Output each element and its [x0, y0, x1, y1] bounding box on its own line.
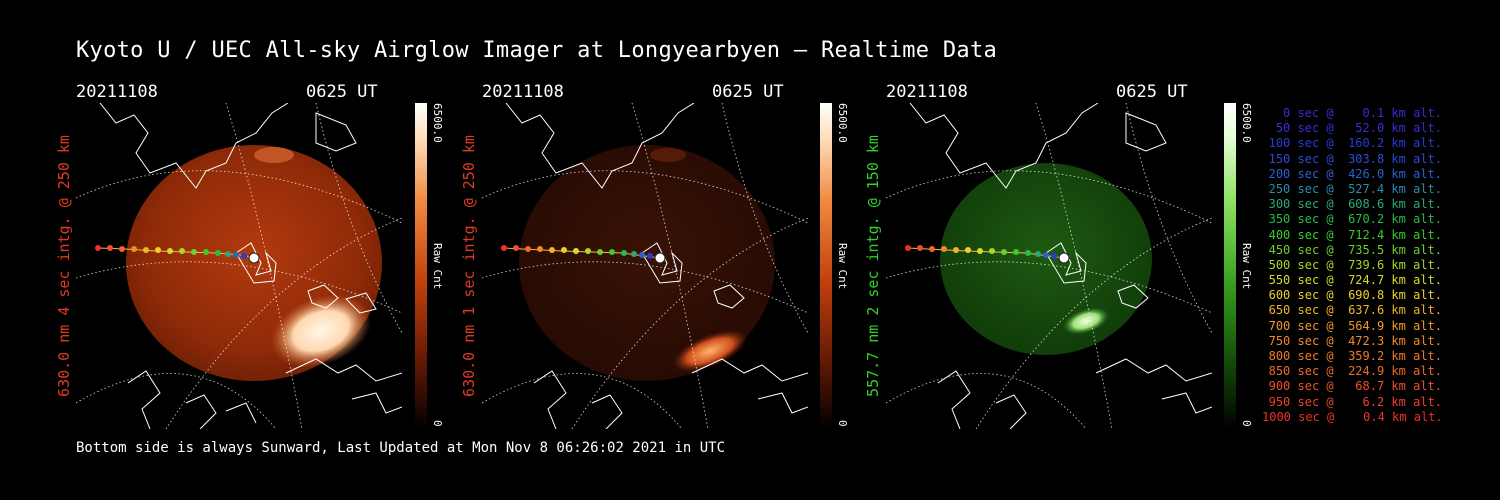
- panel-1-colorbar-max: 6500.0: [431, 103, 444, 143]
- legend-row: 600 sec @ 690.8 km alt.: [1268, 288, 1442, 303]
- panel-2-colorbar-unit: Raw Cnt: [836, 243, 849, 290]
- page-title: Kyoto U / UEC All-sky Airglow Imager at …: [76, 38, 998, 63]
- legend-row: 200 sec @ 426.0 km alt.: [1268, 166, 1442, 181]
- panel-2-colorbar-max: 6500.0: [836, 103, 849, 143]
- legend-row: 250 sec @ 527.4 km alt.: [1268, 181, 1442, 196]
- coastline: [505, 103, 808, 429]
- legend-row: 750 sec @ 472.3 km alt.: [1268, 333, 1442, 348]
- legend-row: 350 sec @ 670.2 km alt.: [1268, 212, 1442, 227]
- legend-row: 1000 sec @ 0.4 km alt.: [1262, 409, 1443, 424]
- grid-lines: [76, 103, 402, 429]
- legend-row: 550 sec @ 724.7 km alt.: [1268, 273, 1442, 288]
- legend-row: 0 sec @ 0.1 km alt.: [1283, 106, 1442, 120]
- panel-3-colorbar-unit: Raw Cnt: [1240, 243, 1253, 290]
- panel-3-ylabel: 557.7 nm 2 sec intg. @ 150 km: [864, 135, 882, 397]
- coastline: [99, 103, 402, 429]
- panel-1-colorbar-min: 0: [431, 420, 444, 427]
- panel-2-ylabel: 630.0 nm 1 sec intg. @ 250 km: [460, 135, 478, 397]
- trajectory-dots: [95, 245, 260, 264]
- panel-3-colorbar: [1224, 103, 1236, 429]
- panel-3-colorbar-min: 0: [1240, 420, 1253, 427]
- panel-1-colorbar-unit: Raw Cnt: [431, 243, 444, 290]
- legend-row: 900 sec @ 68.7 km alt.: [1268, 379, 1442, 394]
- legend-row: 500 sec @ 739.6 km alt.: [1268, 257, 1442, 272]
- grid-lines: [482, 103, 808, 429]
- trajectory-legend: 0 sec @ 0.1 km alt. 50 sec @ 52.0 km alt.…: [1262, 106, 1443, 425]
- panel-3-colorbar-max: 6500.0: [1240, 103, 1253, 143]
- legend-row: 150 sec @ 303.8 km alt.: [1268, 151, 1442, 166]
- legend-row: 650 sec @ 637.6 km alt.: [1268, 303, 1442, 318]
- panel-1-ylabel: 630.0 nm 4 sec intg. @ 250 km: [55, 135, 73, 397]
- panel-1-allsky-image: [76, 103, 402, 429]
- legend-row: 850 sec @ 224.9 km alt.: [1268, 364, 1442, 379]
- panel-3-allsky-image: [886, 103, 1212, 429]
- panel-2-time: 0625 UT: [712, 82, 784, 102]
- grid-lines: [886, 103, 1212, 429]
- legend-row: 400 sec @ 712.4 km alt.: [1268, 227, 1442, 242]
- panel-1-colorbar: [415, 103, 427, 429]
- legend-row: 100 sec @ 160.2 km alt.: [1268, 136, 1442, 151]
- legend-row: 50 sec @ 52.0 km alt.: [1275, 121, 1442, 136]
- legend-row: 700 sec @ 564.9 km alt.: [1268, 318, 1442, 333]
- panel-3-time: 0625 UT: [1116, 82, 1188, 102]
- panel-2-colorbar-min: 0: [836, 420, 849, 427]
- panel-2-allsky-image: [482, 103, 808, 429]
- legend-row: 800 sec @ 359.2 km alt.: [1268, 349, 1442, 363]
- panel-1-time: 0625 UT: [306, 82, 378, 102]
- legend-row: 300 sec @ 608.6 km alt.: [1268, 197, 1442, 212]
- panel-1-date: 20211108: [76, 82, 158, 102]
- panel-2-colorbar: [820, 103, 832, 429]
- footer-status: Bottom side is always Sunward, Last Upda…: [76, 440, 726, 456]
- legend-row: 450 sec @ 735.5 km alt.: [1268, 242, 1442, 257]
- trajectory-dots: [501, 245, 666, 264]
- legend-row: 950 sec @ 6.2 km alt.: [1268, 394, 1442, 409]
- panel-3-date: 20211108: [886, 82, 968, 102]
- trajectory-dots: [905, 245, 1070, 264]
- panel-2-date: 20211108: [482, 82, 564, 102]
